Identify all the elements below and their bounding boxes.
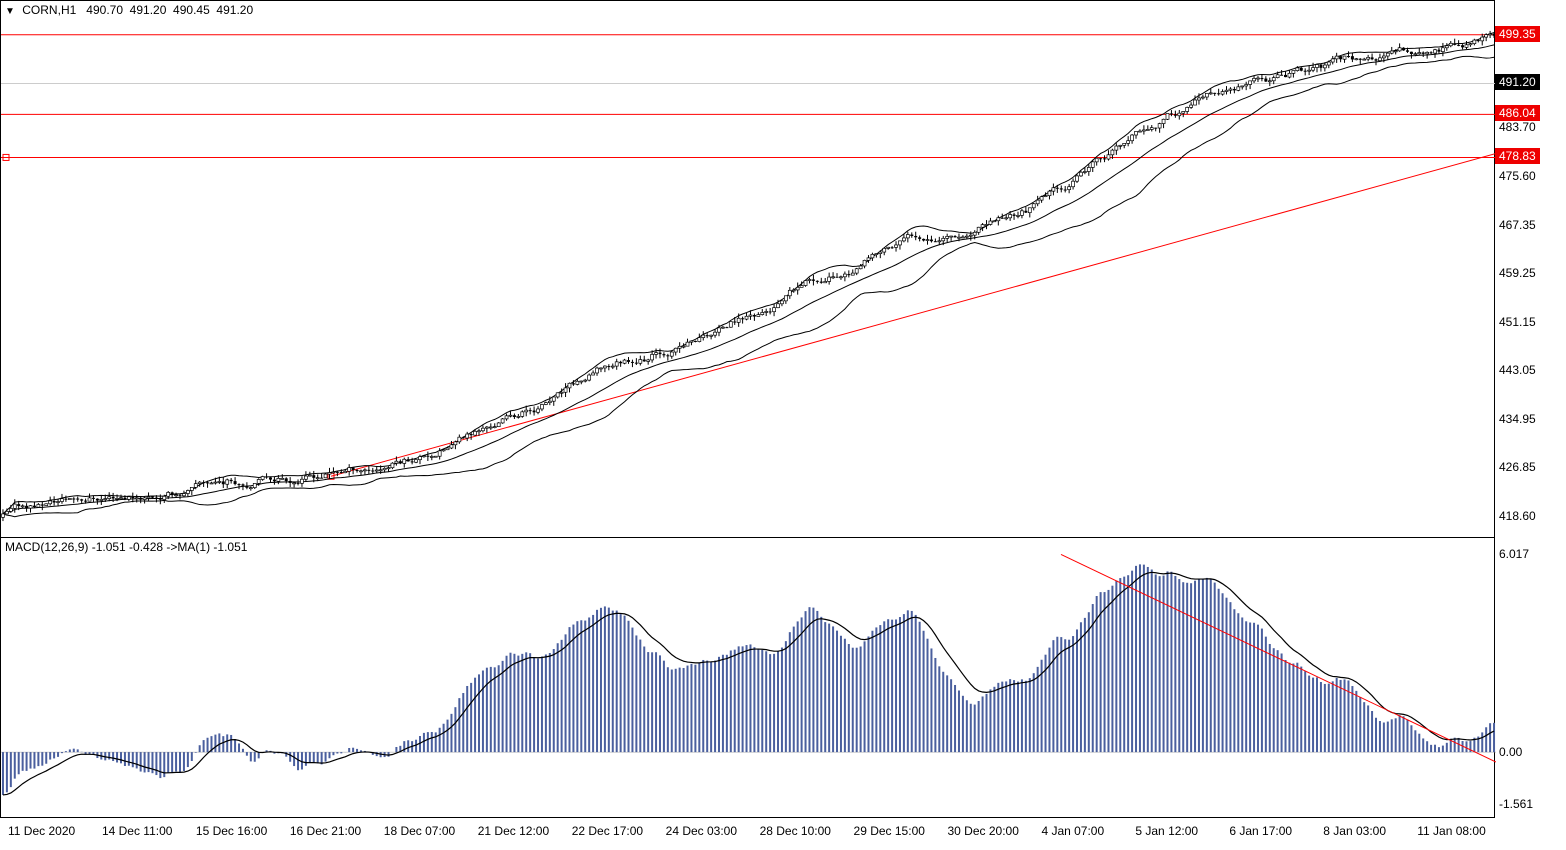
- time-tick: 16 Dec 21:00: [290, 824, 361, 838]
- time-tick: 6 Jan 17:00: [1229, 824, 1292, 838]
- time-tick: 11 Jan 08:00: [1417, 824, 1486, 838]
- price-chart-svg: [1, 1, 1496, 539]
- macd-tick: 6.017: [1499, 547, 1529, 561]
- price-tick: 426.85: [1499, 460, 1536, 474]
- price-tick: 434.95: [1499, 412, 1536, 426]
- time-x-axis: 11 Dec 2020 14 Dec 11:00 15 Dec 16:00 16 De…: [0, 818, 1495, 850]
- macd-svg: [1, 538, 1496, 818]
- resistance-price-tag: 478.83: [1495, 148, 1540, 164]
- price-y-axis: 418.60 426.85 434.95 443.05 451.15 459.25 467.…: [1495, 0, 1566, 538]
- price-tick: 467.35: [1499, 218, 1536, 232]
- time-tick: 8 Jan 03:00: [1323, 824, 1386, 838]
- macd-tick: -1.561: [1499, 797, 1533, 811]
- time-tick: 11 Dec 2020: [8, 824, 75, 838]
- time-tick: 15 Dec 16:00: [196, 824, 267, 838]
- current-price-tag: 491.20: [1495, 74, 1540, 90]
- macd-tick: 0.00: [1499, 745, 1522, 759]
- resistance-price-tag: 499.35: [1495, 26, 1540, 42]
- price-tick: 459.25: [1499, 266, 1536, 280]
- chart-title: ▼ CORN,H1 490.70 491.20 490.45 491.20: [5, 3, 253, 17]
- macd-title: MACD(12,26,9) -1.051 -0.428 ->MA(1) -1.0…: [5, 540, 247, 554]
- price-chart-panel[interactable]: ▼ CORN,H1 490.70 491.20 490.45 491.20: [0, 0, 1495, 538]
- ohlc-close: 491.20: [216, 3, 253, 17]
- time-tick: 24 Dec 03:00: [666, 824, 737, 838]
- ohlc-open: 490.70: [86, 3, 123, 17]
- time-tick: 21 Dec 12:00: [478, 824, 549, 838]
- time-tick: 4 Jan 07:00: [1041, 824, 1104, 838]
- time-tick: 28 Dec 10:00: [760, 824, 831, 838]
- price-tick: 451.15: [1499, 315, 1536, 329]
- time-tick: 30 Dec 20:00: [947, 824, 1018, 838]
- price-tick: 483.70: [1499, 120, 1536, 134]
- timeframe-label: H1: [61, 3, 76, 17]
- chart-menu-icon[interactable]: ▼: [5, 6, 15, 17]
- macd-panel[interactable]: MACD(12,26,9) -1.051 -0.428 ->MA(1) -1.0…: [0, 538, 1495, 818]
- symbol-label: CORN: [22, 3, 57, 17]
- time-tick: 22 Dec 17:00: [572, 824, 643, 838]
- price-tick: 475.60: [1499, 169, 1536, 183]
- ohlc-low: 490.45: [173, 3, 210, 17]
- time-tick: 29 Dec 15:00: [854, 824, 925, 838]
- chart-container: ▼ CORN,H1 490.70 491.20 490.45 491.20 41…: [0, 0, 1566, 850]
- time-tick: 5 Jan 12:00: [1135, 824, 1198, 838]
- price-tick: 418.60: [1499, 509, 1536, 523]
- macd-y-axis: 6.017 0.00 -1.561: [1495, 538, 1566, 818]
- price-tick: 443.05: [1499, 363, 1536, 377]
- time-tick: 18 Dec 07:00: [384, 824, 455, 838]
- resistance-price-tag: 486.04: [1495, 105, 1540, 121]
- time-tick: 14 Dec 11:00: [102, 824, 173, 838]
- ohlc-high: 491.20: [130, 3, 167, 17]
